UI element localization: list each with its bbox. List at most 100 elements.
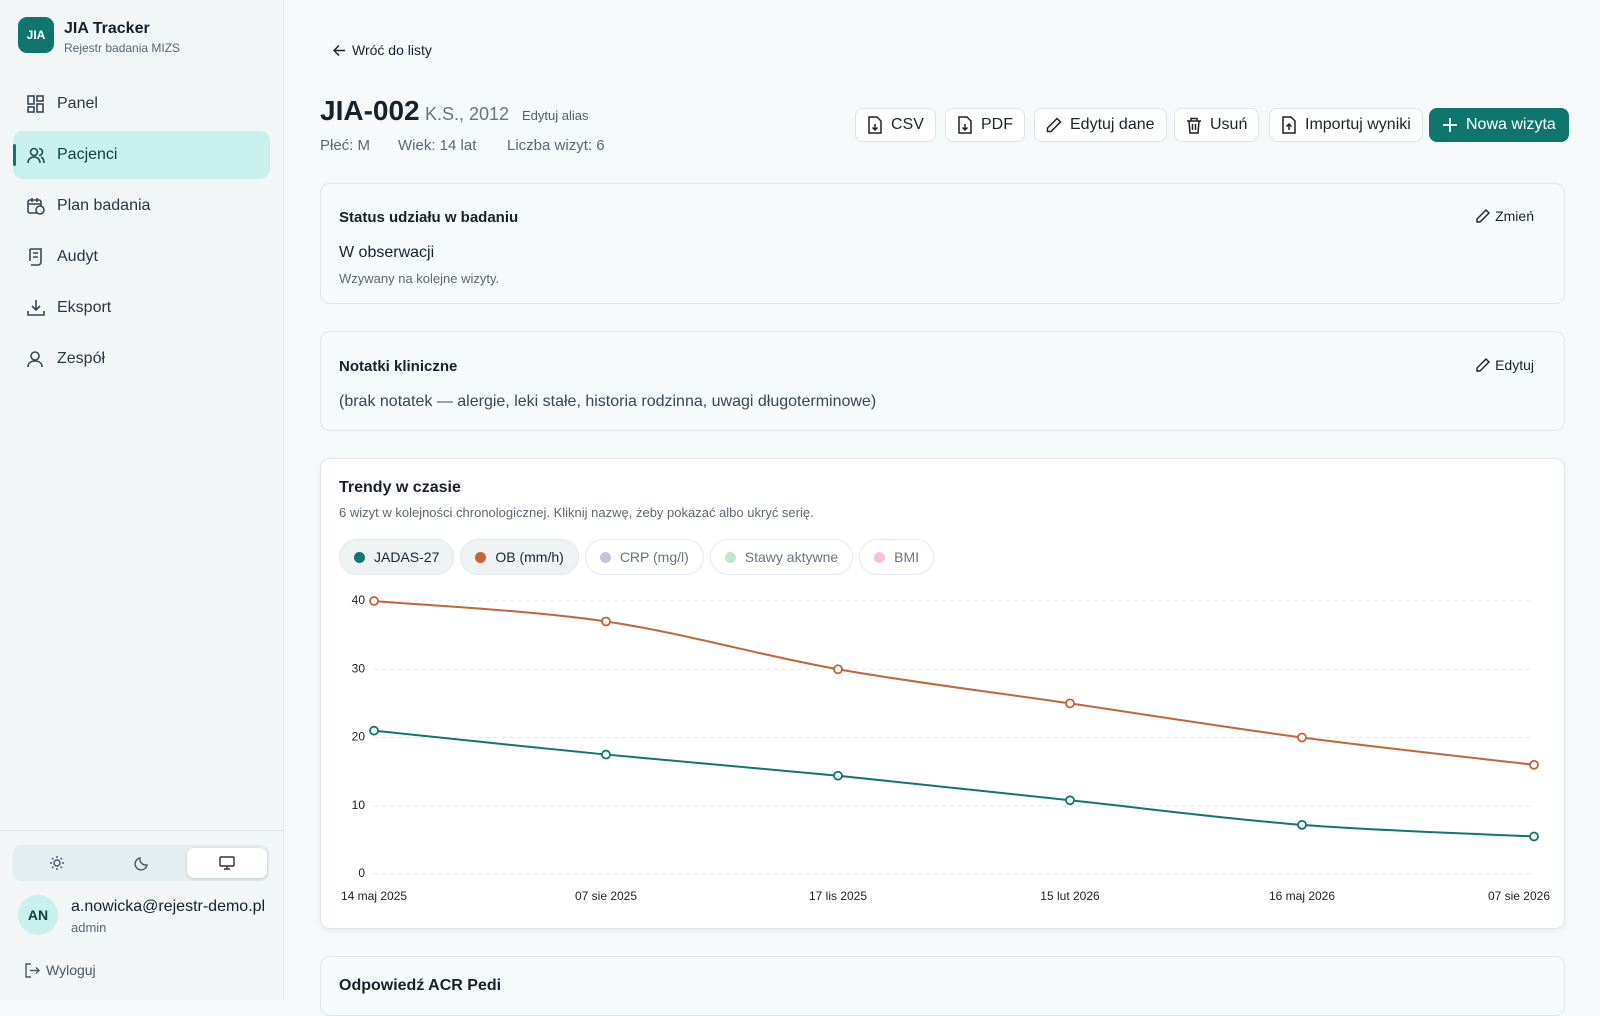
- status-value: W obserwacji: [339, 244, 435, 261]
- button-label: Usuń: [1210, 116, 1248, 133]
- data-point: [1297, 819, 1307, 830]
- data-point: [1065, 698, 1075, 709]
- legend-swatch: [354, 551, 365, 563]
- legend-label: Stawy aktywne: [744, 549, 839, 565]
- app-title: JIA Tracker: [64, 20, 150, 37]
- legend-swatch: [724, 551, 736, 563]
- nav-item[interactable]: Panel: [13, 80, 270, 128]
- delete-button[interactable]: Usuń: [1174, 108, 1260, 142]
- legend-label: BMI: [894, 549, 920, 565]
- data-point: [1529, 759, 1539, 770]
- theme-switch[interactable]: [13, 845, 269, 881]
- acr-card: Odpowiedź ACR Pedi: [320, 956, 1565, 1016]
- legend-item[interactable]: Stawy aktywne: [709, 539, 854, 575]
- sidebar: JIA JIA Tracker Rejestr badania MIZS Pan…: [0, 0, 284, 1000]
- card-title: Status udziału w badaniu: [339, 209, 519, 226]
- csv-button[interactable]: CSV: [855, 108, 936, 142]
- card-title: Notatki kliniczne: [339, 358, 458, 375]
- nav-item[interactable]: Pacjenci: [13, 131, 270, 179]
- edit-alias[interactable]: Edytuj alias: [522, 108, 589, 123]
- data-point: [601, 749, 611, 760]
- x-tick-label: 14 maj 2025: [341, 889, 407, 903]
- data-point: [1529, 831, 1539, 842]
- data-point: [833, 664, 843, 675]
- x-tick-label: 16 maj 2026: [1269, 889, 1335, 903]
- chart-subtitle: 6 wizyt w kolejności chronologicznej. Kl…: [339, 505, 814, 520]
- chart: 0 10 20 30 40 14 maj 2025 07 sie 2025 17 lis 20…: [341, 593, 1550, 903]
- patient-id: JIA-002: [320, 95, 420, 126]
- active-indicator: [13, 144, 16, 166]
- legend-item[interactable]: JADAS-27: [339, 539, 455, 575]
- import-button[interactable]: Importuj wyniki: [1269, 108, 1423, 142]
- data-point: [833, 770, 843, 781]
- back-label: Wróć do listy: [352, 42, 432, 58]
- button-label: Edytuj dane: [1070, 116, 1155, 133]
- logo: JIA: [18, 17, 54, 53]
- new-visit-button[interactable]: Nowa wizyta: [1429, 108, 1569, 142]
- patient-alias: K.S., 2012: [425, 104, 510, 124]
- nav-label: Zespół: [57, 350, 106, 367]
- x-tick-label: 07 sie 2025: [575, 889, 637, 903]
- nav-label: Audyt: [57, 248, 98, 265]
- data-point: [369, 596, 379, 606]
- light-icon[interactable]: [49, 855, 65, 871]
- edit-button[interactable]: Edytuj dane: [1034, 108, 1167, 142]
- notes-card: Notatki kliniczne Edytuj (brak notatek —…: [320, 331, 1565, 431]
- patient-meta: Liczba wizyt: 6: [507, 137, 605, 154]
- button-label: Edytuj: [1495, 357, 1534, 373]
- chart-title: Trendy w czasie: [339, 479, 461, 496]
- x-tick-label: 07 sie 2026: [1488, 889, 1550, 903]
- legend-label: OB (mm/h): [495, 549, 564, 565]
- legend-item[interactable]: BMI: [859, 539, 935, 575]
- patient-meta: Wiek: 14 lat: [398, 137, 477, 154]
- legend-label: CRP (mg/l): [619, 549, 689, 565]
- y-tick-label: 0: [358, 866, 365, 880]
- button-label: Zmień: [1495, 208, 1534, 224]
- x-tick-label: 17 lis 2025: [809, 889, 867, 903]
- nav-label: Eksport: [57, 299, 112, 316]
- data-point: [1065, 795, 1075, 806]
- status-card: Status udziału w badaniu Zmień W obserwa…: [320, 183, 1565, 304]
- button-label: PDF: [981, 116, 1013, 133]
- data-point: [601, 616, 611, 627]
- avatar: AN: [18, 895, 58, 935]
- legend: JADAS-27 OB (mm/h) CRP (mg/l) Stawy aktywne…: [339, 539, 940, 575]
- y-tick-label: 20: [352, 730, 366, 744]
- nav-label: Plan badania: [57, 197, 151, 214]
- legend-item[interactable]: CRP (mg/l): [584, 539, 704, 575]
- logout[interactable]: Wyloguj: [25, 962, 96, 978]
- legend-label: JADAS-27: [374, 549, 440, 565]
- status-description: Wzywany na kolejne wizyty.: [339, 271, 500, 286]
- legend-item[interactable]: OB (mm/h): [460, 539, 579, 575]
- y-tick-label: 30: [352, 661, 366, 675]
- change-button[interactable]: Zmień: [1476, 208, 1534, 224]
- legend-swatch: [599, 551, 611, 563]
- nav-item[interactable]: Zespół: [13, 335, 270, 383]
- app-subtitle: Rejestr badania MIZS: [64, 41, 181, 55]
- patient-meta: Płeć: M: [320, 137, 371, 154]
- chart-card: Trendy w czasie 6 wizyt w kolejności chr…: [320, 458, 1565, 929]
- nav-item[interactable]: Eksport: [13, 284, 270, 332]
- logout-label: Wyloguj: [46, 962, 96, 978]
- series-line: [373, 600, 1535, 766]
- data-point: [1297, 732, 1307, 743]
- button-label: Nowa wizyta: [1466, 116, 1556, 133]
- button-label: Importuj wyniki: [1305, 116, 1411, 133]
- nav-item[interactable]: Plan badania: [13, 182, 270, 230]
- y-tick-label: 10: [352, 798, 366, 812]
- x-tick-label: 15 lut 2026: [1040, 889, 1100, 903]
- dark-icon[interactable]: [134, 855, 150, 871]
- y-tick-label: 40: [352, 593, 366, 607]
- legend-swatch: [874, 551, 886, 563]
- legend-swatch: [475, 551, 487, 563]
- nav-item[interactable]: Audyt: [13, 233, 270, 281]
- pdf-button[interactable]: PDF: [945, 108, 1025, 142]
- back-link[interactable]: Wróć do listy: [333, 42, 432, 58]
- notes-text: (brak notatek — alergie, leki stałe, his…: [339, 393, 877, 410]
- system-option[interactable]: [187, 848, 267, 878]
- edit-notes-button[interactable]: Edytuj: [1476, 357, 1534, 373]
- data-point: [369, 725, 379, 736]
- user-role: admin: [71, 920, 107, 935]
- nav-label: Pacjenci: [57, 146, 118, 163]
